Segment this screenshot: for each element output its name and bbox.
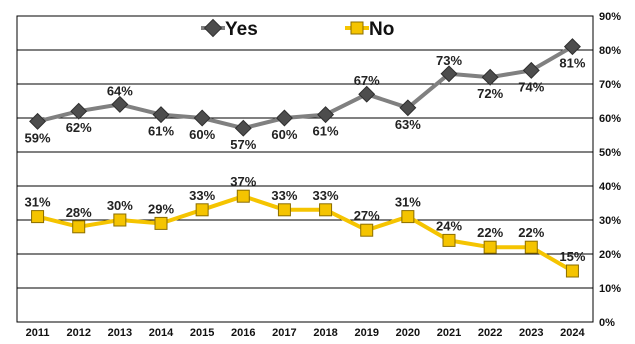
data-label: 64% — [107, 83, 133, 98]
data-point-yes — [358, 85, 376, 103]
data-label: 31% — [395, 195, 421, 210]
data-label: 22% — [518, 225, 544, 240]
data-point-yes — [399, 99, 417, 117]
plot-frame — [16, 15, 594, 323]
data-point-yes — [29, 112, 47, 130]
data-point-yes — [440, 65, 458, 83]
x-tick-label: 2011 — [26, 327, 50, 339]
x-tick-label: 2020 — [396, 327, 420, 339]
data-point-yes — [152, 106, 170, 124]
data-label: 29% — [148, 201, 174, 216]
data-point-no — [442, 233, 456, 247]
legend-label-no: No — [369, 19, 394, 40]
data-label: 59% — [25, 130, 51, 145]
data-point-no — [565, 264, 579, 278]
data-point-yes — [563, 38, 581, 56]
data-point-no — [524, 240, 538, 254]
y-tick-label: 70% — [599, 79, 621, 91]
x-tick-label: 2017 — [272, 327, 296, 339]
y-tick-label: 40% — [599, 181, 621, 193]
data-label: 15% — [559, 249, 585, 264]
data-point-yes — [234, 119, 252, 137]
series-line-no — [37, 194, 574, 273]
data-label: 73% — [436, 53, 462, 68]
data-label: 74% — [518, 79, 544, 94]
data-label: 22% — [477, 225, 503, 240]
data-point-no — [236, 189, 250, 203]
data-point-yes — [522, 61, 540, 79]
legend-item-yes: Yes — [201, 18, 258, 40]
y-tick-label: 80% — [599, 45, 621, 57]
data-point-no — [360, 223, 374, 237]
data-point-yes — [111, 95, 129, 113]
data-label: 63% — [395, 117, 421, 132]
data-label: 57% — [230, 137, 256, 152]
legend-item-no: No — [345, 19, 394, 40]
data-label: 61% — [148, 124, 174, 139]
data-label: 60% — [271, 127, 297, 142]
x-tick-label: 2013 — [108, 327, 132, 339]
data-point-yes — [193, 109, 211, 127]
legend-label-yes: Yes — [225, 19, 258, 40]
x-tick-label: 2014 — [149, 327, 174, 339]
y-tick-label: 10% — [599, 283, 621, 295]
y-tick-label: 50% — [599, 147, 621, 159]
data-label: 60% — [189, 127, 215, 142]
data-label: 33% — [313, 188, 339, 203]
data-label: 24% — [436, 218, 462, 233]
x-axis-ticks: 2011 2012 2013 2014 2015 2016 2017 2018 2019 2020… — [26, 327, 586, 339]
data-point-no — [483, 240, 497, 254]
x-tick-label: 2023 — [519, 327, 543, 339]
data-label: 28% — [66, 205, 92, 220]
data-label: 37% — [230, 174, 256, 189]
data-label: 33% — [271, 188, 297, 203]
data-point-yes — [70, 102, 88, 120]
data-point-no — [319, 203, 333, 217]
y-tick-label: 20% — [599, 249, 621, 261]
data-label: 27% — [354, 208, 380, 223]
x-tick-label: 2022 — [478, 327, 502, 339]
legend: Yes No — [201, 18, 394, 40]
data-label: 62% — [66, 120, 92, 135]
data-point-no — [401, 210, 415, 224]
data-point-no — [195, 203, 209, 217]
data-point-no — [113, 213, 127, 227]
data-point-no — [154, 216, 168, 230]
legend-marker-no — [350, 21, 364, 35]
data-labels: 59% 62% 64% 61% 60% 57% 60% 61% 67% 63% 73% 72% 74% 8… — [25, 53, 586, 264]
x-tick-label: 2012 — [66, 327, 90, 339]
data-point-no — [72, 220, 86, 234]
data-label: 81% — [559, 56, 585, 71]
y-tick-label: 90% — [599, 11, 621, 23]
x-tick-label: 2015 — [190, 327, 214, 339]
y-axis-ticks: 0% 10% 20% 30% 40% 50% 60% 70% 80% 90% — [599, 11, 621, 329]
data-point-yes — [481, 68, 499, 86]
x-tick-label: 2019 — [354, 327, 378, 339]
x-tick-label: 2018 — [313, 327, 337, 339]
y-tick-label: 0% — [599, 317, 615, 329]
data-point-no — [277, 203, 291, 217]
x-tick-label: 2024 — [560, 327, 585, 339]
y-tick-label: 60% — [599, 113, 621, 125]
y-tick-label: 30% — [599, 215, 621, 227]
data-label: 31% — [25, 195, 51, 210]
data-point-yes — [317, 106, 335, 124]
data-label: 30% — [107, 198, 133, 213]
series — [29, 38, 581, 278]
data-label: 67% — [354, 73, 380, 88]
data-label: 72% — [477, 86, 503, 101]
data-point-yes — [275, 109, 293, 127]
data-label: 33% — [189, 188, 215, 203]
x-tick-label: 2016 — [231, 327, 255, 339]
gridlines — [16, 15, 594, 323]
legend-marker-yes — [203, 18, 223, 38]
x-tick-label: 2021 — [437, 327, 461, 339]
data-label: 61% — [313, 124, 339, 139]
data-point-no — [31, 210, 45, 224]
